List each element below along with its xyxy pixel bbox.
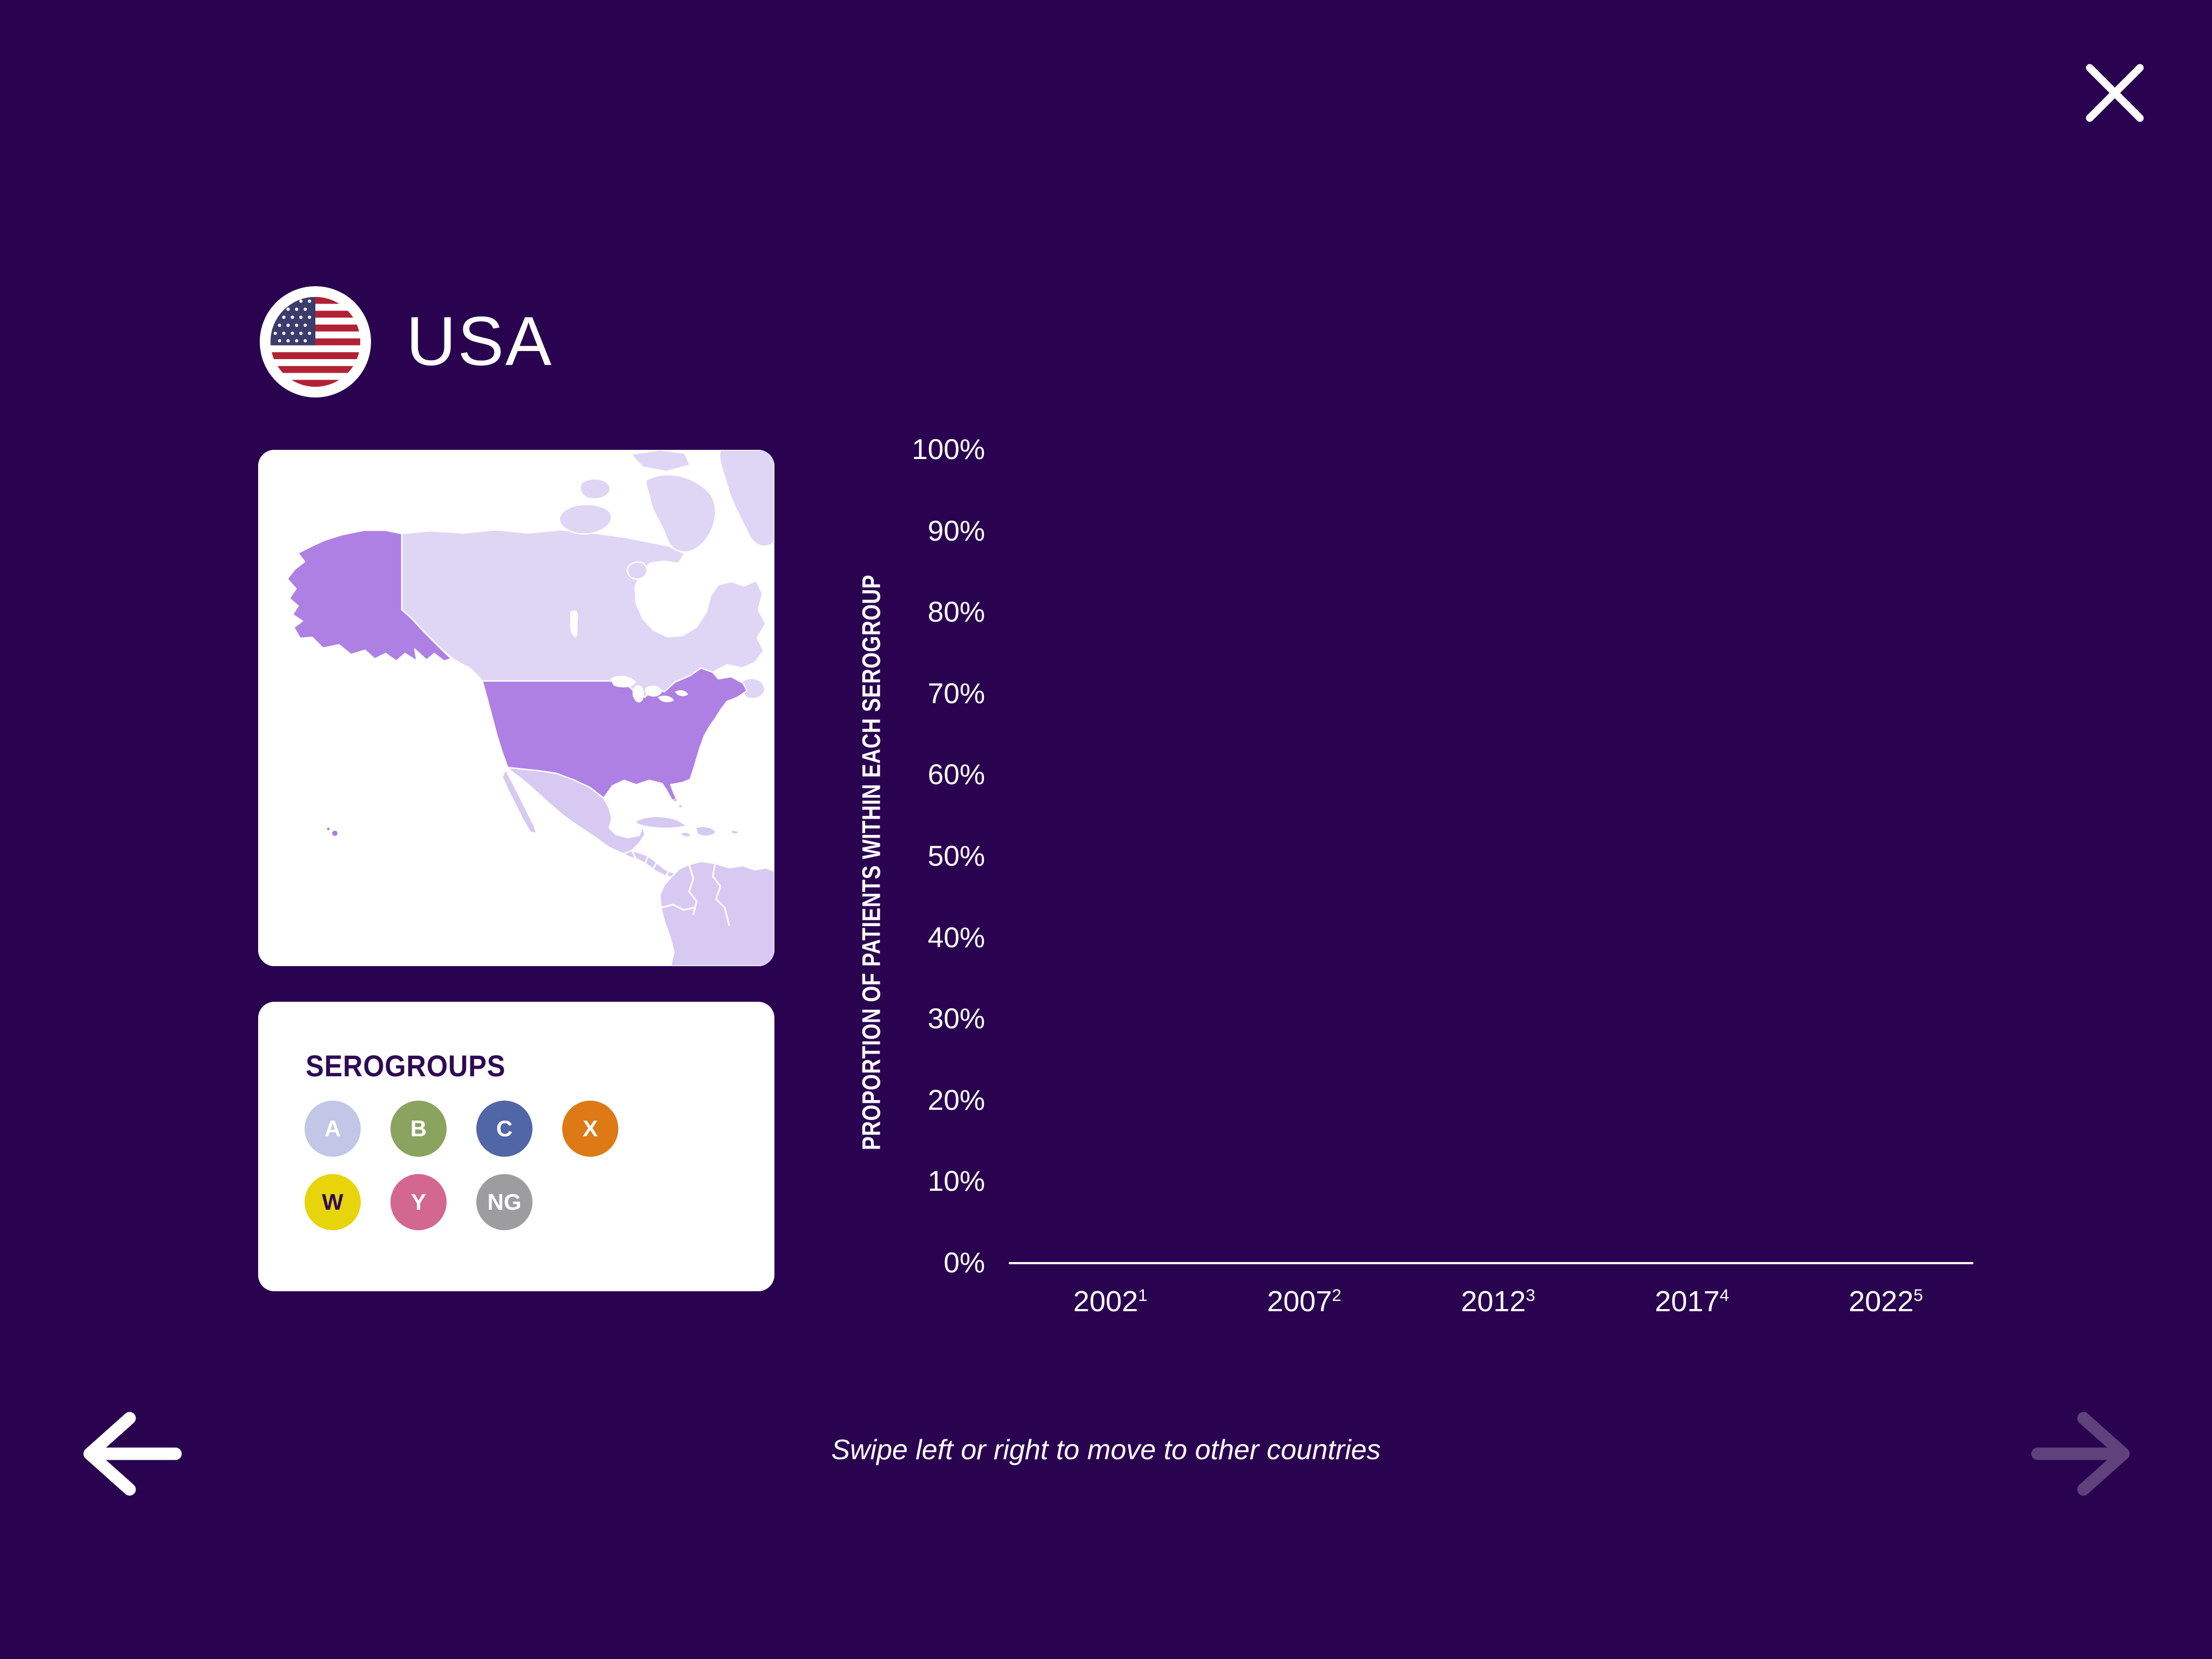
arrow-right-icon: [2031, 1412, 2130, 1496]
close-button[interactable]: [2080, 58, 2147, 125]
serogroup-label: W: [322, 1189, 343, 1215]
serogroup-chip: A: [305, 1101, 361, 1157]
y-tick-label: 70%: [927, 678, 985, 710]
x-tick-label: 20174: [1655, 1285, 1729, 1318]
serogroup-label: X: [582, 1116, 598, 1141]
close-icon: [2086, 64, 2144, 122]
x-tick-label: 20225: [1849, 1285, 1923, 1318]
y-tick-label: 40%: [927, 922, 985, 954]
serogroup-label: Y: [410, 1189, 426, 1215]
serogroups-title: SEROGROUPS: [306, 1049, 506, 1083]
serogroup-label: NG: [487, 1189, 522, 1215]
serogroup-label: A: [324, 1116, 341, 1141]
y-tick-label: 100%: [912, 434, 985, 466]
serogroup-chip: X: [562, 1101, 618, 1157]
x-tick-label: 20072: [1267, 1285, 1341, 1318]
y-tick-label: 90%: [927, 515, 985, 547]
swipe-hint-text: Swipe left or right to move to other cou…: [831, 1434, 1381, 1466]
usa-flag-icon: [259, 286, 372, 398]
y-tick-label: 80%: [927, 596, 985, 628]
y-tick-label: 20%: [927, 1084, 985, 1116]
next-country-button[interactable]: [2029, 1411, 2137, 1497]
serogroup-chip: C: [476, 1101, 532, 1157]
footnote-marker: 5: [1913, 1286, 1923, 1305]
y-tick-label: 0%: [943, 1247, 985, 1279]
y-tick-label: 30%: [927, 1003, 985, 1035]
serogroup-chip: Y: [390, 1174, 447, 1230]
footnote-marker: 4: [1719, 1286, 1729, 1305]
footnote-marker: 2: [1332, 1286, 1341, 1305]
y-tick-label: 60%: [927, 759, 985, 791]
serogroups-card: SEROGROUPS A B C X W Y NG: [258, 1002, 774, 1291]
footnote-marker: 3: [1526, 1286, 1535, 1305]
footnote-marker: 1: [1138, 1286, 1148, 1305]
serogroup-chip: W: [305, 1174, 361, 1230]
x-tick-label: 20021: [1073, 1285, 1148, 1318]
x-axis-line: [1009, 1262, 1973, 1264]
serogroup-label: B: [410, 1116, 427, 1141]
page-title-country: USA: [406, 303, 554, 380]
previous-country-button[interactable]: [76, 1411, 184, 1497]
y-tick-label: 10%: [927, 1165, 985, 1197]
y-tick-label: 50%: [927, 840, 985, 872]
x-tick-label: 20123: [1461, 1285, 1535, 1318]
serogroup-chip: B: [390, 1101, 447, 1157]
map-card: [258, 450, 774, 966]
north-america-map: [258, 450, 774, 966]
serogroup-chip: NG: [476, 1174, 532, 1230]
arrow-left-icon: [83, 1412, 182, 1496]
serogroup-label: C: [496, 1116, 513, 1141]
